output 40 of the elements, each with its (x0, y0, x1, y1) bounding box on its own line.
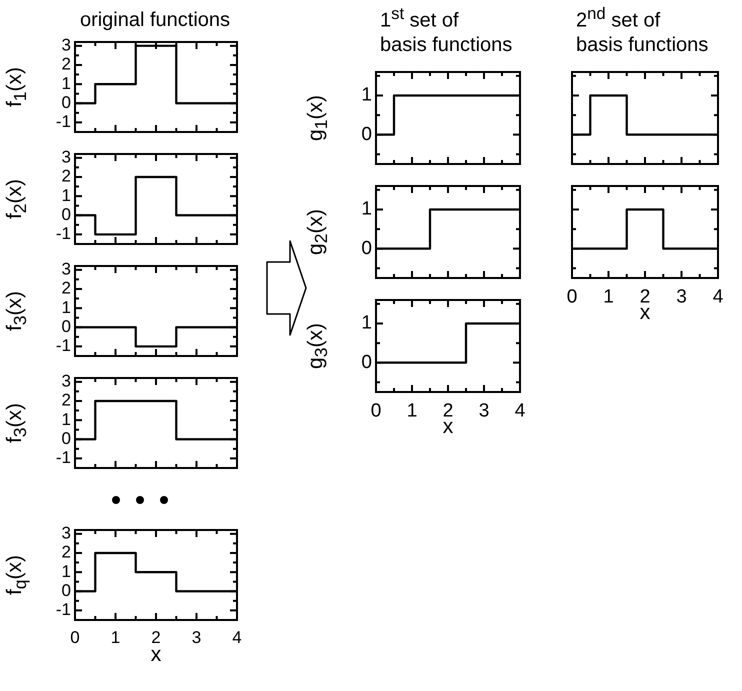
chart-title: 2$^{nd}$ set of basis functions (576, 3, 710, 57)
y-tick-label: 0 (361, 238, 372, 259)
y-tick-label: 1 (62, 562, 71, 581)
x-tick-label: 4 (514, 400, 526, 422)
x-tick-label: 0 (566, 286, 578, 308)
x-tick-label: 3 (478, 400, 490, 422)
y-tick-label: 1 (361, 198, 372, 220)
y-tick-label: 1 (361, 312, 372, 334)
chart-title: 1$^{st}$ set of basis functions (380, 3, 514, 57)
y-tick-label: 3 (62, 36, 71, 55)
y-tick-label: 0 (361, 352, 372, 373)
y-tick-label: 2 (62, 54, 71, 74)
y-tick-label: 0 (62, 316, 71, 336)
y-tick-label: 0 (62, 580, 71, 600)
x-tick-label: 3 (192, 628, 202, 647)
y-tick-label: 1 (62, 74, 71, 93)
y-tick-label: 0 (361, 124, 372, 145)
y-tick-label: -1 (56, 224, 71, 244)
y-tick-label: -1 (56, 112, 71, 132)
chart-title: original functions (78, 8, 232, 32)
y-tick-label: 3 (62, 260, 71, 279)
y-tick-label: 2 (62, 166, 71, 186)
y-tick-label: 1 (361, 84, 372, 106)
x-tick-label: 1 (603, 286, 614, 308)
y-tick-label: 3 (62, 372, 71, 391)
y-tick-label: 2 (62, 542, 71, 562)
x-tick-label: 4 (232, 628, 242, 647)
y-tick-label: 0 (62, 204, 71, 224)
y-tick-label: 1 (62, 186, 71, 205)
y-tick-label: -1 (56, 336, 71, 356)
y-tick-label: -1 (56, 448, 71, 468)
y-tick-label: 0 (62, 428, 71, 448)
x-tick-label: 3 (676, 286, 687, 308)
x-tick-label: 4 (712, 286, 724, 308)
y-tick-label: 0 (62, 92, 71, 112)
y-tick-label: 3 (62, 524, 71, 543)
y-tick-label: -1 (56, 600, 71, 620)
y-tick-label: 3 (62, 148, 71, 167)
x-tick-label: 1 (406, 400, 418, 422)
x-tick-label: 1 (110, 628, 120, 647)
